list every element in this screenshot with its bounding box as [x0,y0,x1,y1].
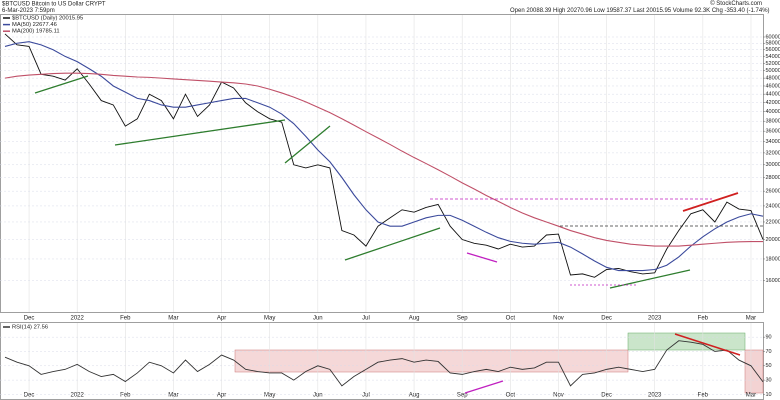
x-tick-label: Feb [698,316,709,322]
y-tick-label: 36000 [766,129,780,135]
y-tick-label: 50000 [766,68,780,74]
y-tick-label: 60000 [766,34,780,40]
y-tick-label: 20000 [766,237,780,243]
y-tick-label: 42000 [766,100,780,106]
legend-entry: $BTCUSD (Daily) 20015.95 [12,16,83,22]
x-tick-label: Dec [24,316,35,322]
y-tick-label: 38000 [766,119,780,125]
y-tick-label: 70 [766,349,772,355]
rsi-trendline [464,380,504,394]
x-tick-label: Mar [746,316,756,322]
y-tick-label: 30000 [766,162,780,168]
x-tick-label: Jul [362,393,370,399]
quote-line: Open 20088.39 High 20270.96 Low 19587.37… [510,8,770,14]
x-tick-label: Nov [553,393,564,399]
y-tick-label: 26000 [766,189,780,195]
y-tick-label: 54000 [766,54,780,60]
legend-entry: MA(200) 19785.11 [12,29,60,35]
chart-subtitle: 6-Mar-2023 7:59pm [2,8,55,14]
x-tick-label: Feb [120,393,131,399]
y-tick-label: 16000 [766,278,780,284]
x-tick-label: May [264,316,275,322]
x-tick-label: Dec [601,393,612,399]
trendline [284,125,331,164]
trendline [34,75,89,94]
x-tick-label: Dec [601,316,612,322]
y-tick-label: 44000 [766,92,780,98]
x-tick-label: Jun [313,393,323,399]
annotations [34,75,763,394]
x-tick-label: Mar [746,393,756,399]
rsi-trendline [674,333,741,356]
y-tick-label: 48000 [766,76,780,82]
y-tick-label: 30 [766,378,772,384]
rsi-break-box [744,349,764,394]
x-tick-label: May [264,393,275,399]
trendline [114,119,286,146]
y-tick-label: 28000 [766,175,780,181]
y-tick-label: 52000 [766,61,780,67]
y-tick-label: 10 [766,392,772,398]
x-tick-label: Dec [24,393,35,399]
y-tick-label: 22000 [766,219,780,225]
x-tick-label: Feb [120,316,131,322]
x-tick-label: 2022 [71,316,85,322]
y-tick-label: 24000 [766,203,780,209]
y-tick-label: 58000 [766,41,780,47]
x-tick-label: Oct [506,316,516,322]
x-tick-label: Sep [457,316,468,322]
x-tick-label: Aug [409,393,420,399]
x-tick-label: Mar [168,393,178,399]
y-tick-label: 90 [766,335,772,341]
chart-title: $BTCUSD Bitcoin to US Dollar CRYPT [2,2,106,8]
x-tick-label: Oct [506,393,516,399]
y-tick-label: 32000 [766,150,780,156]
series-line [4,33,764,278]
price-panel [0,14,764,313]
x-tick-label: Mar [168,316,178,322]
credit: © StockCharts.com [710,0,762,7]
x-tick-label: Jun [313,316,323,322]
x-tick-label: Apr [217,316,226,322]
legend-entry: RSI(14) 27.56 [12,325,48,331]
series-line [4,72,764,247]
x-tick-label: Jul [362,316,370,322]
y-tick-label: 18000 [766,256,780,262]
x-tick-label: Apr [217,393,226,399]
legend-entry: MA(50) 22677.46 [12,22,57,28]
y-tick-label: 50 [766,363,772,369]
x-tick-label: Feb [698,393,709,399]
y-tick-label: 34000 [766,139,780,145]
x-tick-label: 2022 [71,393,85,399]
x-tick-label: Nov [553,316,564,322]
series-line [4,340,764,387]
series-line [4,41,764,272]
trendline [682,192,739,212]
x-tick-label: 2023 [648,393,662,399]
y-tick-label: 40000 [766,109,780,115]
x-tick-label: Aug [409,316,420,322]
trendline [466,252,498,263]
trendline [344,227,441,261]
y-tick-label: 46000 [766,83,780,89]
y-tick-label: 56000 [766,47,780,53]
x-tick-label: Sep [457,393,468,399]
x-tick-label: 2023 [648,316,662,322]
